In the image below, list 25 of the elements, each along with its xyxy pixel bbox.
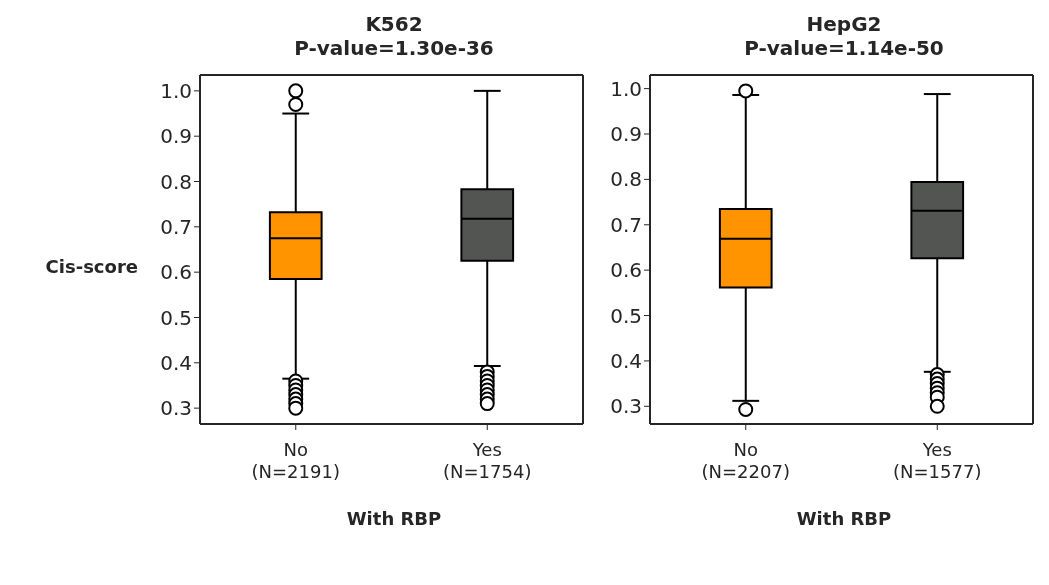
y-tick-label: 0.6 xyxy=(610,258,642,283)
y-tick-label: 0.5 xyxy=(160,305,192,330)
x-axis-title: With RBP xyxy=(345,508,443,529)
y-tick-label: 0.3 xyxy=(610,394,642,419)
chart-title: HepG2 P-value=1.14e-50 xyxy=(743,12,945,60)
x-tick-label: No (N=2191) xyxy=(251,439,340,482)
x-tick-label: No (N=2207) xyxy=(701,439,790,482)
y-axis-title: Cis-score xyxy=(44,256,138,277)
y-tick-label: 1.0 xyxy=(160,78,192,103)
y-tick-label: 0.4 xyxy=(610,349,642,374)
y-tick-label: 0.6 xyxy=(160,260,192,285)
y-tick-label: 0.4 xyxy=(160,350,192,375)
y-tick-label: 0.9 xyxy=(160,124,192,149)
x-tick-label: Yes (N=1577) xyxy=(893,439,982,482)
y-tick-label: 0.5 xyxy=(610,303,642,328)
x-axis-title: With RBP xyxy=(795,508,893,529)
y-tick-label: 0.8 xyxy=(160,169,192,194)
x-tick-label: Yes (N=1754) xyxy=(443,439,532,482)
y-tick-label: 0.9 xyxy=(610,122,642,147)
y-tick-label: 0.8 xyxy=(610,167,642,192)
y-tick-label: 0.3 xyxy=(160,396,192,421)
y-tick-label: 0.7 xyxy=(160,214,192,239)
y-tick-label: 1.0 xyxy=(610,76,642,101)
y-tick-label: 0.7 xyxy=(610,212,642,237)
chart-title: K562 P-value=1.30e-36 xyxy=(293,12,495,60)
